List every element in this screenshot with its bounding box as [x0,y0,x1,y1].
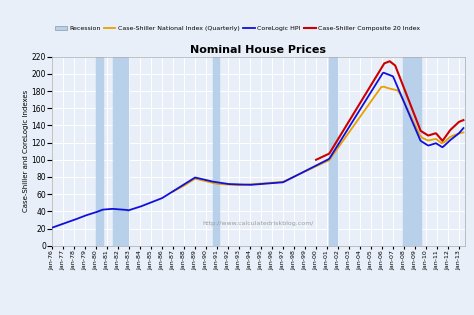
Text: http://www.calculatedriskblog.com/: http://www.calculatedriskblog.com/ [203,220,314,226]
Bar [403,57,420,246]
Title: Nominal House Prices: Nominal House Prices [191,44,326,54]
Legend: Recession, Case-Shiller National Index (Quarterly), CoreLogic HPI, Case-Shiller : Recession, Case-Shiller National Index (… [55,26,420,31]
Bar [329,57,337,246]
Bar [96,57,103,246]
Y-axis label: Case-Shiller and CoreLogic Indexes: Case-Shiller and CoreLogic Indexes [23,90,28,212]
Bar [213,57,219,246]
Bar [113,57,128,246]
